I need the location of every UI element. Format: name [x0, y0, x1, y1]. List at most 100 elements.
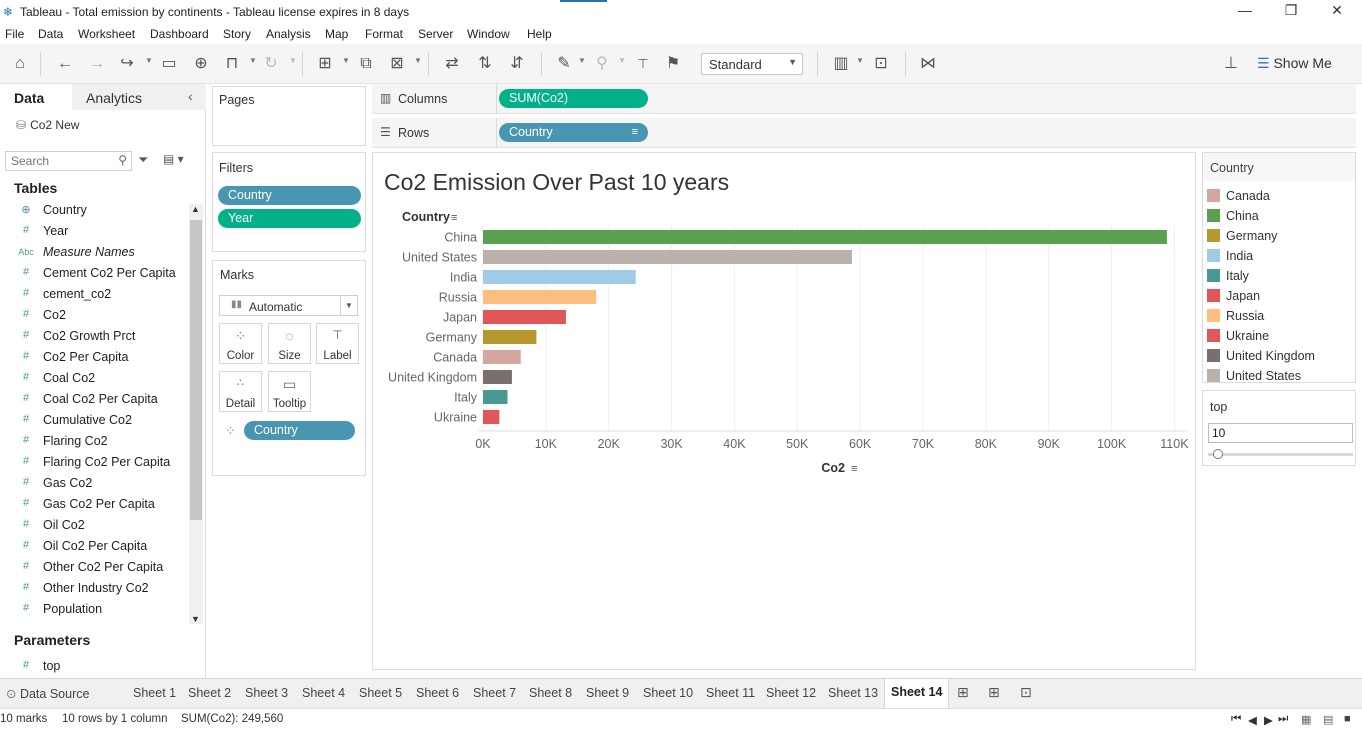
cards-icon[interactable]: ▥ [833, 55, 849, 72]
legend-item[interactable]: Japan [1207, 285, 1353, 305]
bar-united-kingdom[interactable] [483, 370, 512, 384]
minimize-icon[interactable]: — [1238, 2, 1252, 18]
home-icon[interactable]: ⌂ [15, 55, 25, 72]
tab-sheet-9[interactable]: Sheet 9 [586, 686, 630, 700]
restore-icon[interactable]: ❐ [1284, 2, 1298, 18]
field-cement-co2-per-capita[interactable]: # Cement Co2 Per Capita [0, 263, 188, 284]
detail-button[interactable]: ∴ Detail [219, 371, 262, 412]
new-dashboard-icon[interactable]: ⊞ [988, 684, 1000, 700]
rows-pill-country[interactable]: Country ≡ [499, 123, 648, 142]
menu-dashboard[interactable]: Dashboard [150, 27, 209, 41]
menu-server[interactable]: Server [418, 27, 454, 41]
field-country[interactable]: ⊕ Country [0, 200, 188, 221]
color-button[interactable]: ⁘ Color [219, 323, 262, 364]
new-worksheet-icon[interactable]: ⊞ [957, 684, 969, 700]
legend-item[interactable]: India [1207, 245, 1353, 265]
size-button[interactable]: ◌ Size [268, 323, 311, 364]
tab-sheet-13[interactable]: Sheet 13 [828, 686, 879, 700]
view-options-icon[interactable]: ▤ ▾ [163, 152, 184, 166]
bar-india[interactable] [483, 270, 636, 284]
legend-item[interactable]: United Kingdom [1207, 345, 1353, 365]
prev-sheet-icon[interactable]: ◀ [1248, 715, 1257, 727]
tab-sheet-4[interactable]: Sheet 4 [302, 686, 346, 700]
tab-sheet-10[interactable]: Sheet 10 [643, 686, 694, 700]
menu-map[interactable]: Map [325, 27, 349, 41]
first-sheet-icon[interactable]: ⏮ [1231, 713, 1242, 725]
show-tabs-icon[interactable]: ■ [1344, 713, 1351, 725]
menu-window[interactable]: Window [467, 27, 510, 41]
color-pill-country[interactable]: Country [244, 421, 355, 440]
tab-data[interactable]: Data [0, 84, 72, 110]
pages-card[interactable]: Pages [212, 86, 366, 146]
tab-sheet-5[interactable]: Sheet 5 [359, 686, 403, 700]
bar-china[interactable] [483, 230, 1167, 244]
field-coal-co2-per-capita[interactable]: # Coal Co2 Per Capita [0, 389, 188, 410]
columns-pill-sum-co2[interactable]: SUM(Co2) [499, 89, 648, 108]
pause-updates-icon[interactable]: ⊓ [225, 55, 239, 72]
filters-card[interactable]: Filters Country Year [212, 152, 366, 252]
label-button[interactable]: ⊤ Label [316, 323, 359, 364]
field-cement-co2[interactable]: # cement_co2 [0, 284, 188, 305]
field-flaring-co2[interactable]: # Flaring Co2 [0, 431, 188, 452]
tab-sheet-6[interactable]: Sheet 6 [416, 686, 460, 700]
tab-sheet-11[interactable]: Sheet 11 [706, 686, 756, 700]
field-flaring-co2-per-capita[interactable]: # Flaring Co2 Per Capita [0, 452, 188, 473]
chevron-down-icon[interactable]: ▼ [145, 56, 153, 65]
bar-italy[interactable] [483, 390, 508, 404]
scroll-up-icon[interactable]: ▲ [191, 204, 200, 214]
show-filmstrip-icon[interactable]: ▤ [1323, 714, 1334, 726]
show-me-button[interactable]: ☰ Show Me [1257, 55, 1332, 72]
menu-help[interactable]: Help [527, 27, 552, 41]
replay-icon[interactable]: ↪ [120, 55, 134, 72]
scroll-down-icon[interactable]: ▼ [191, 614, 200, 624]
collapse-pane-icon[interactable]: ‹ [188, 88, 193, 104]
show-sheet-sorter-icon[interactable]: ▦ [1301, 714, 1312, 726]
bar-united-states[interactable] [483, 250, 852, 264]
chevron-down-icon[interactable]: ▼ [578, 56, 586, 65]
legend-item[interactable]: United States [1207, 365, 1353, 385]
new-datasource-icon[interactable]: ⊕ [194, 55, 208, 72]
chevron-down-icon[interactable]: ▼ [342, 56, 350, 65]
field-cumulative-co2[interactable]: # Cumulative Co2 [0, 410, 188, 431]
tab-sheet-7[interactable]: Sheet 7 [473, 686, 517, 700]
filter-pill-year[interactable]: Year [218, 209, 361, 228]
field-measure-names[interactable]: Abc Measure Names [0, 242, 188, 263]
bar-canada[interactable] [483, 350, 521, 364]
tooltip-button[interactable]: ▭ Tooltip [268, 371, 311, 412]
filter-pill-country[interactable]: Country [218, 186, 361, 205]
field-coal-co2[interactable]: # Coal Co2 [0, 368, 188, 389]
bar-ukraine[interactable] [483, 410, 500, 424]
new-story-icon[interactable]: ⊡ [1020, 684, 1032, 700]
chevron-down-icon[interactable]: ▼ [289, 56, 297, 65]
field-list-scrollbar[interactable]: ▲ ▼ [189, 204, 203, 624]
field-co2-per-capita[interactable]: # Co2 Per Capita [0, 347, 188, 368]
fit-select[interactable]: Standard ▼ [701, 53, 803, 75]
search-icon[interactable]: ⚲ [118, 153, 127, 167]
legend-item[interactable]: Russia [1207, 305, 1353, 325]
legend-item[interactable]: Italy [1207, 265, 1353, 285]
field-other-co2-per-capita[interactable]: # Other Co2 Per Capita [0, 557, 188, 578]
sort-ascending-icon[interactable]: ⇅ [478, 55, 492, 72]
tab-sheet-8[interactable]: Sheet 8 [529, 686, 573, 700]
data-source-item[interactable]: ⛁ Co2 New [16, 118, 79, 132]
field-oil-co2[interactable]: # Oil Co2 [0, 515, 188, 536]
field-co2[interactable]: # Co2 [0, 305, 188, 326]
field-population[interactable]: # Population [0, 599, 188, 620]
parameter-slider-handle[interactable] [1213, 449, 1224, 459]
menu-story[interactable]: Story [223, 27, 252, 41]
field-other-industry-co2[interactable]: # Other Industry Co2 [0, 578, 188, 599]
duplicate-icon[interactable]: ⧉ [360, 55, 372, 72]
save-icon[interactable]: ▭ [161, 55, 177, 72]
share-icon[interactable]: ⋈ [920, 55, 936, 72]
chevron-down-icon[interactable]: ▼ [856, 56, 864, 65]
group-members-icon[interactable]: ⚲ [596, 55, 608, 72]
last-sheet-icon[interactable]: ⏭ [1278, 713, 1289, 725]
legend-item[interactable]: Germany [1207, 225, 1353, 245]
clear-sheet-icon[interactable]: ⊠ [390, 55, 404, 72]
highlight-icon[interactable]: ✎ [557, 55, 571, 72]
legend-item[interactable]: Canada [1207, 185, 1353, 205]
chevron-down-icon[interactable]: ▼ [249, 56, 257, 65]
chevron-down-icon[interactable]: ▼ [414, 56, 422, 65]
search-input[interactable] [11, 152, 116, 170]
tab-sheet-1[interactable]: Sheet 1 [133, 686, 177, 700]
